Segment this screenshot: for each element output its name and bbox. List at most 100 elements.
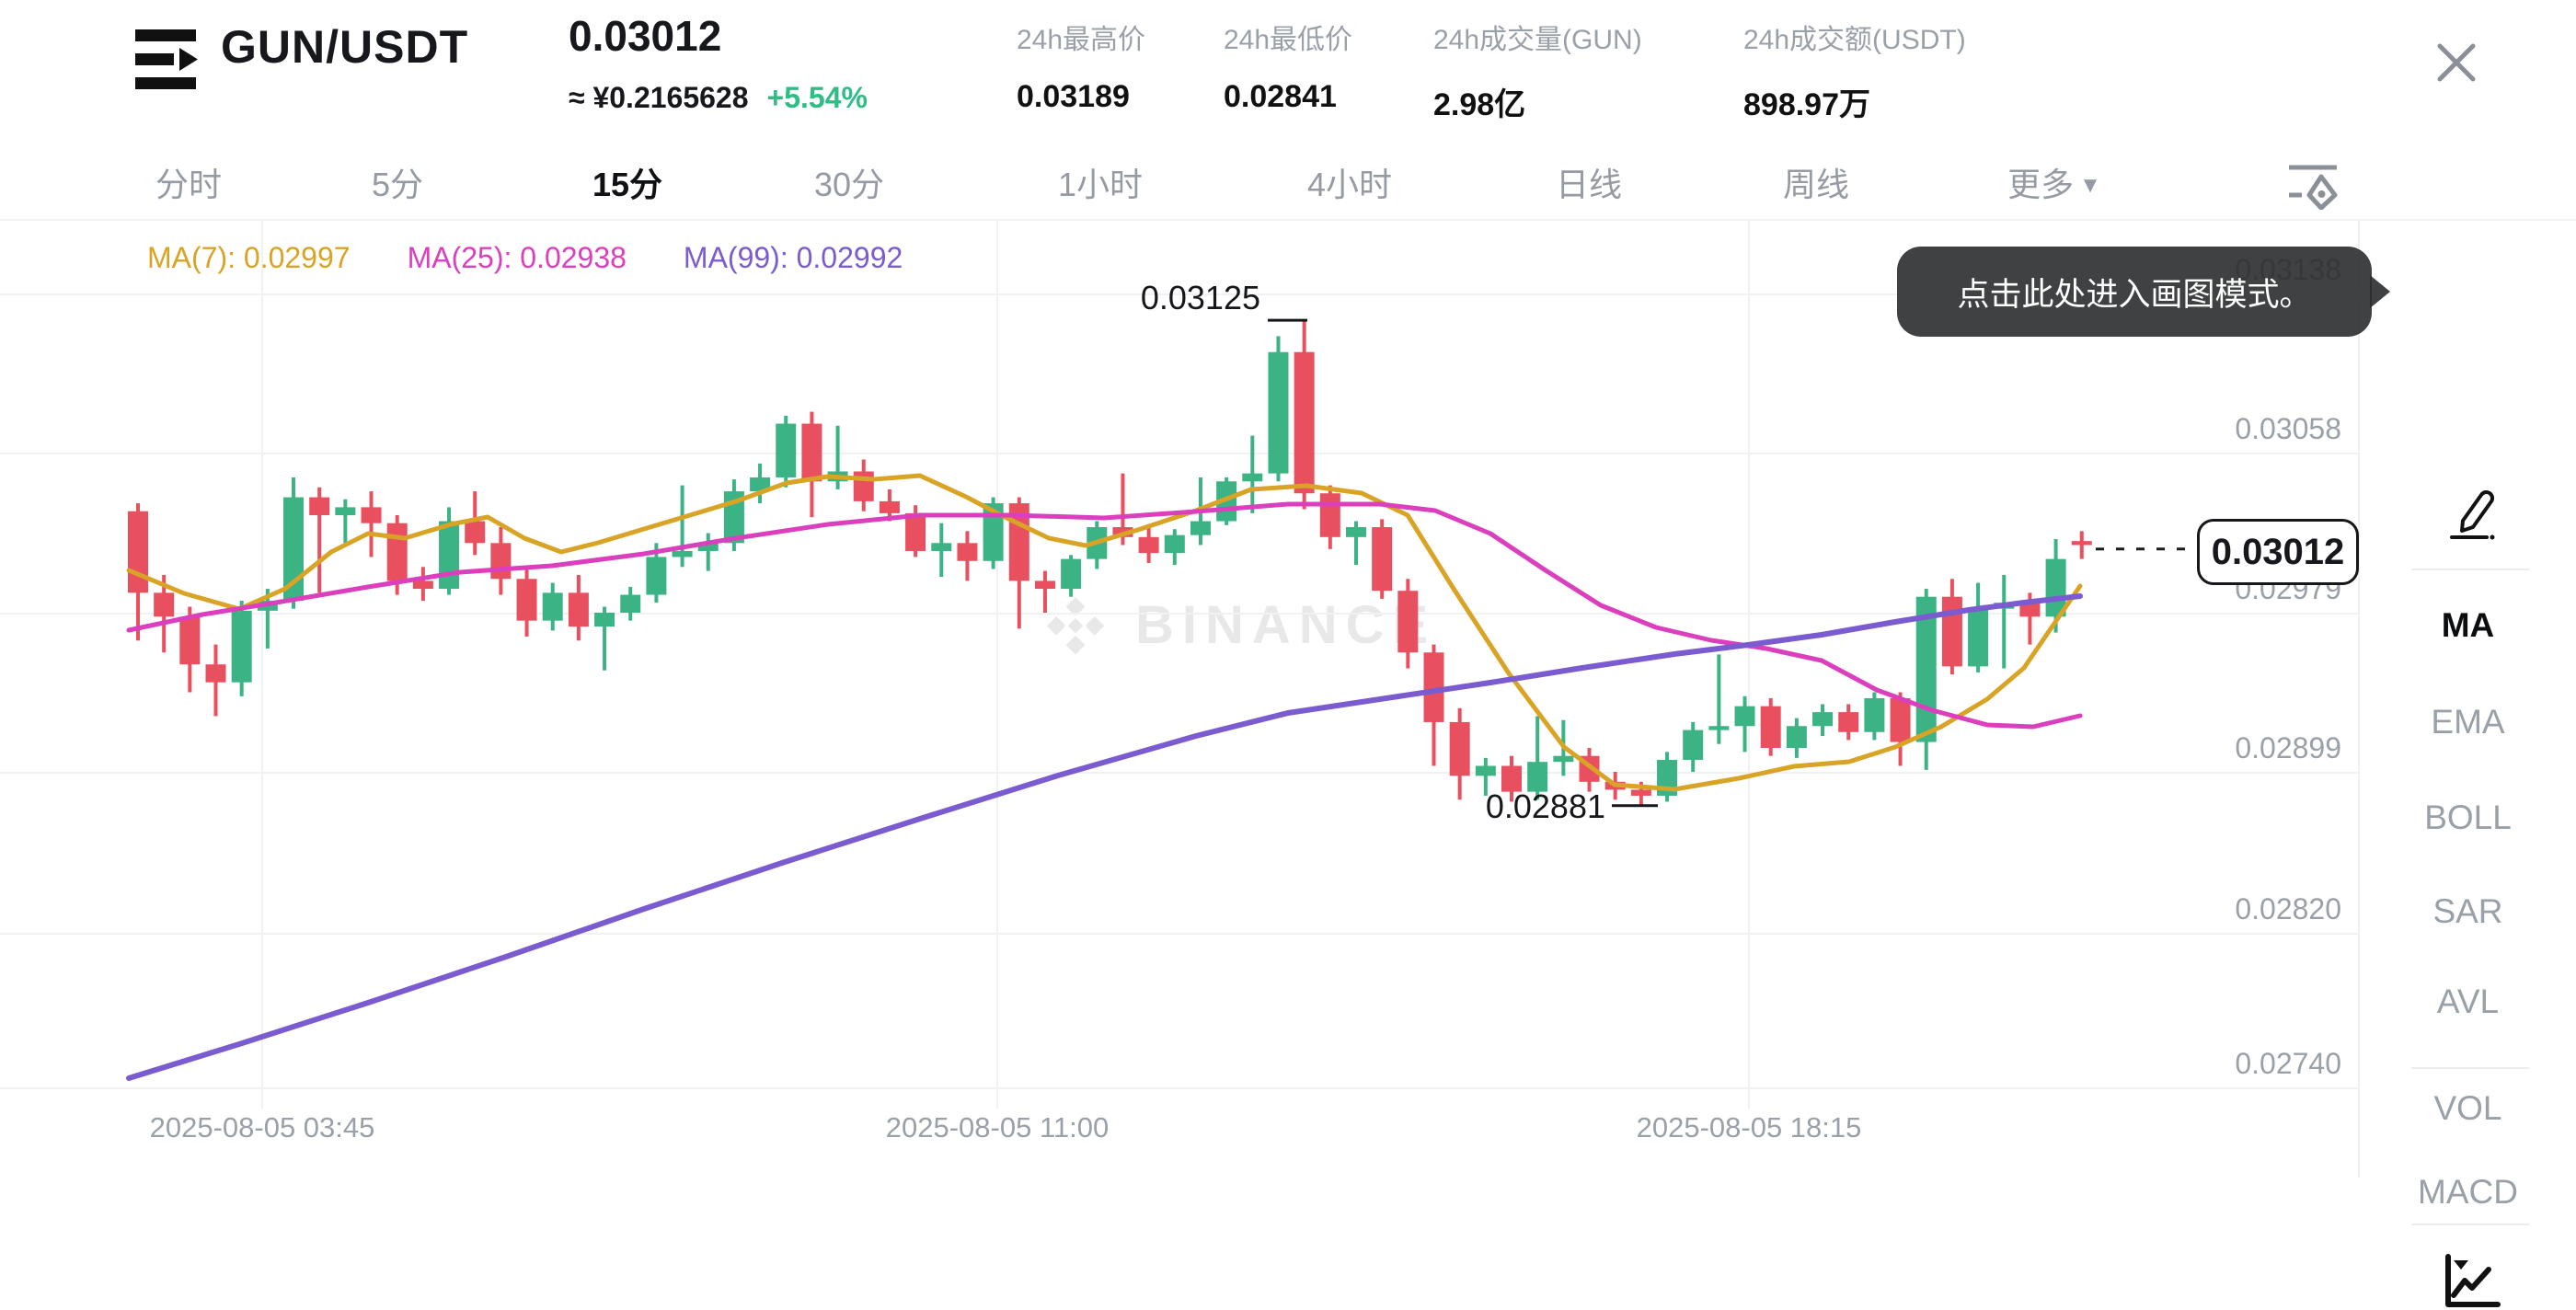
sidebar-item-vol[interactable]: VOL: [2433, 1089, 2502, 1127]
candle-body: [879, 500, 900, 513]
candle-wick: [2028, 592, 2032, 645]
candle-wick: [603, 606, 607, 671]
candle-body: [1138, 536, 1159, 554]
candle-body: [309, 497, 330, 516]
candle-wick: [1353, 521, 1358, 566]
candle-wick: [1535, 716, 1540, 800]
stat-label: 24h成交量(GUN): [1433, 25, 1642, 55]
candle-body: [1630, 789, 1651, 796]
draw-mode-pencil-icon[interactable]: [2446, 486, 2498, 541]
candle-body: [1345, 527, 1366, 537]
candle-body: [516, 579, 537, 621]
candle-body: [1527, 762, 1548, 792]
header: GUN/USDT 0.03012 ≈ ¥0.2165628 +5.54% 24h最…: [0, 0, 2576, 147]
candle-body: [386, 523, 408, 581]
legend-item: MA(25): 0.02938: [407, 241, 627, 274]
candle-wick: [835, 425, 840, 489]
candle-body: [1812, 712, 1834, 727]
price-axis-label: 0.03058: [2235, 412, 2341, 445]
stat-col: 24h成交量(GUN) 2.98亿: [1433, 0, 1642, 124]
ma-line-ma7: [126, 473, 2083, 792]
sidebar-item-sar[interactable]: SAR: [2432, 892, 2503, 930]
candle-body: [646, 557, 667, 595]
time-axis-label: 2025-08-05 18:15: [1636, 1111, 1862, 1143]
candle-body: [1319, 493, 1340, 537]
candle-body: [957, 543, 978, 561]
tab-30分[interactable]: 30分: [813, 166, 885, 203]
candle-body: [1164, 534, 1185, 554]
candle-wick: [1483, 757, 1488, 796]
sidebar-item-ema[interactable]: EMA: [2431, 703, 2505, 741]
sidebar-item-boll[interactable]: BOLL: [2424, 799, 2512, 836]
fiat-price-row: ≈ ¥0.2165628 +5.54%: [569, 81, 868, 115]
sidebar-divider: [2411, 569, 2529, 570]
candle-body: [594, 613, 615, 627]
candle-body: [2071, 541, 2092, 546]
high-price-label: 0.03125: [1141, 279, 1260, 316]
stat-value: 2.98亿: [1433, 87, 1526, 122]
candle-wick: [265, 589, 270, 649]
ma-line-ma99: [126, 593, 2083, 1081]
candle-body: [2019, 603, 2041, 617]
market-list-icon[interactable]: [132, 28, 201, 92]
tab-more[interactable]: 更多 ▼: [2007, 158, 2101, 206]
chart-canvas[interactable]: BINANCE 0.03125 0.02881: [0, 221, 2358, 1109]
watermark-text: BINANCE: [1135, 594, 1437, 655]
candle-body: [1760, 706, 1781, 749]
fiat-approx: ≈ ¥0.2165628: [569, 81, 749, 114]
candle-body: [1034, 580, 1055, 590]
sidebar-divider: [2411, 1224, 2529, 1225]
tab-15分[interactable]: 15分: [592, 166, 663, 203]
indicator-settings-icon[interactable]: [2287, 162, 2340, 210]
close-icon[interactable]: [2431, 37, 2482, 88]
candlestick-chart[interactable]: 0.03125 0.02881: [0, 221, 2358, 1109]
candle-body: [1786, 726, 1807, 749]
ma-legend: MA(7): 0.02997 MA(25): 0.02938 MA(99): 0.0…: [147, 241, 903, 275]
price-axis-label: 0.02820: [2235, 892, 2341, 925]
candle-body: [1423, 652, 1444, 722]
candle-body: [853, 471, 874, 501]
candle-body: [1242, 473, 1263, 482]
candle-body: [179, 616, 201, 665]
candle-body: [931, 543, 952, 551]
candle-body: [620, 594, 641, 613]
tab-4小时[interactable]: 4小时: [1306, 166, 1393, 203]
candle-body: [1268, 351, 1289, 474]
candle-body: [1397, 591, 1419, 653]
chart-style-icon[interactable]: [2441, 1253, 2503, 1310]
price-axis-label: 0.02899: [2235, 731, 2341, 764]
candle-body: [1294, 351, 1315, 494]
candle-body: [490, 543, 512, 580]
candle-body: [1372, 527, 1393, 592]
candle-wick: [317, 487, 322, 593]
candle-body: [750, 477, 771, 492]
tab-1小时[interactable]: 1小时: [1057, 166, 1144, 203]
tab-分时[interactable]: 分时: [155, 166, 223, 203]
candle-body: [1553, 755, 1574, 763]
tab-more-label: 更多: [2007, 166, 2075, 203]
draw-mode-tooltip: 点击此处进入画图模式。: [1897, 247, 2372, 337]
time-axis-label: 2025-08-05 11:00: [885, 1111, 1110, 1143]
sidebar-item-avl[interactable]: AVL: [2436, 982, 2500, 1020]
tab-日线[interactable]: 日线: [1555, 166, 1623, 203]
tab-5分[interactable]: 5分: [371, 166, 424, 203]
sidebar-item-macd[interactable]: MACD: [2418, 1173, 2518, 1211]
sidebar-item-ma[interactable]: MA: [2441, 606, 2495, 644]
candle-body: [568, 592, 589, 627]
candle-body: [801, 423, 822, 482]
candle-body: [776, 423, 797, 477]
candle-body: [1890, 697, 1911, 742]
candle-body: [1734, 706, 1755, 727]
candle-body: [1708, 726, 1730, 730]
binance-logo-icon: [1046, 597, 1105, 655]
tab-周线[interactable]: 周线: [1782, 166, 1850, 203]
candle-body: [1190, 521, 1211, 535]
candle-body: [231, 610, 252, 683]
candle-wick: [343, 499, 348, 544]
stat-col: 24h成交额(USDT) 898.97万: [1743, 0, 1966, 124]
candle-body: [1864, 697, 1885, 732]
candle-wick: [680, 485, 684, 568]
pair-title: GUN/USDT: [221, 21, 469, 73]
chevron-down-icon: ▼: [2079, 173, 2101, 198]
candle-wick: [706, 533, 710, 571]
